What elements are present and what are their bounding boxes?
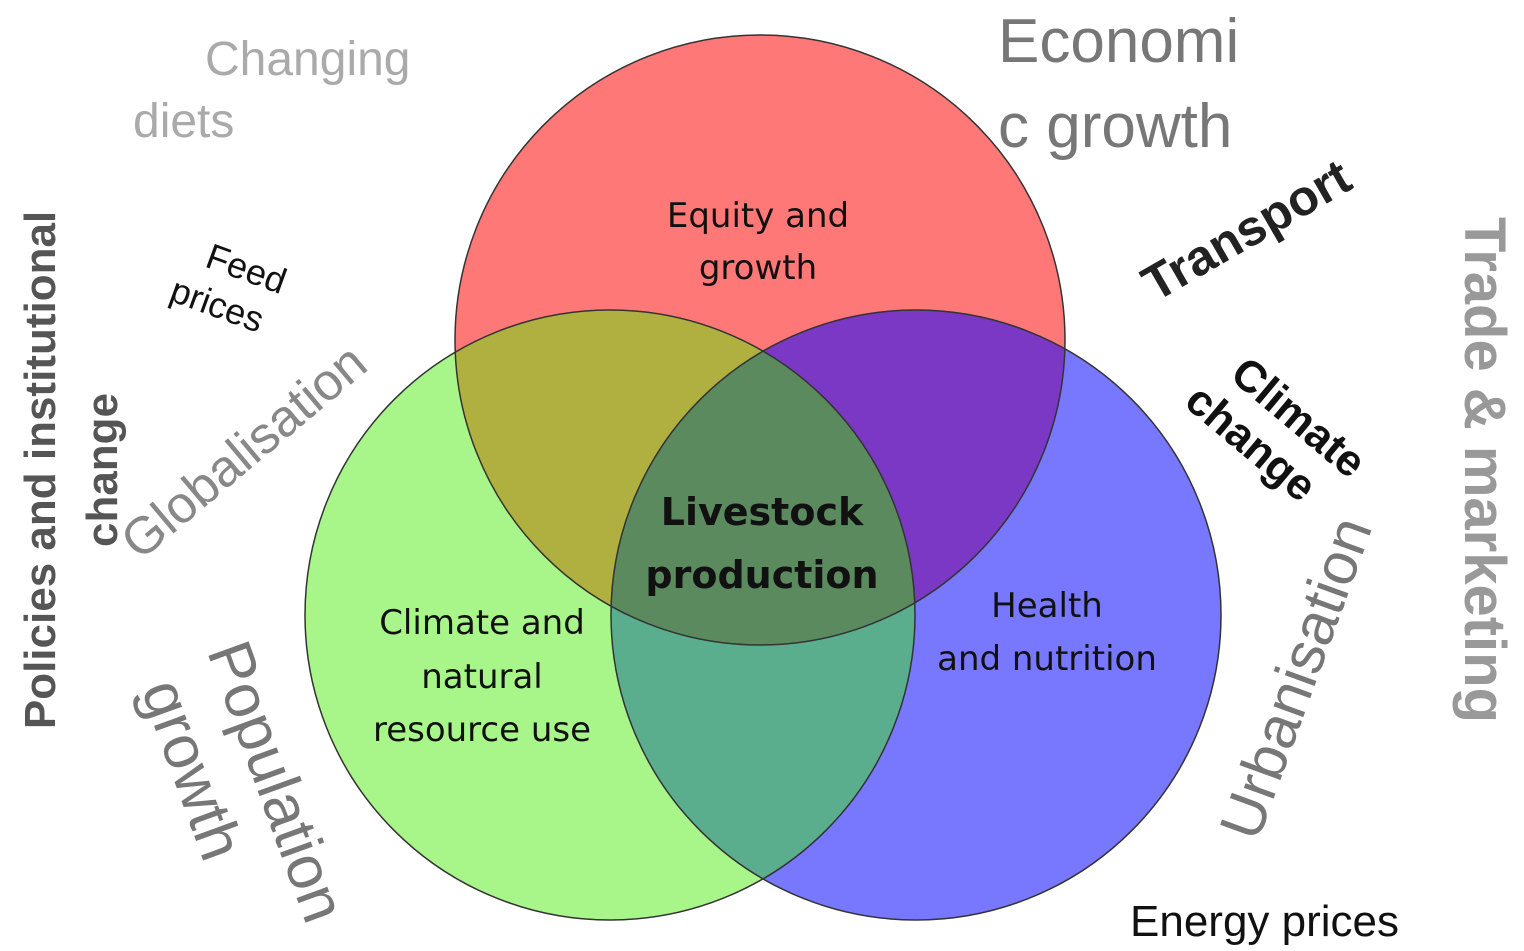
circles bbox=[304, 34, 1222, 921]
line: Livestock bbox=[661, 490, 864, 534]
line: resource use bbox=[373, 710, 591, 750]
line: Policies and institutional bbox=[16, 211, 65, 729]
overlap-center bbox=[611, 310, 915, 645]
driver: Policies and institutional change bbox=[16, 211, 127, 729]
circle-label: Climate and natural resource use bbox=[373, 603, 591, 750]
line: Trade & marketing bbox=[1452, 217, 1517, 723]
driver: Energy prices bbox=[1130, 897, 1399, 946]
line: change bbox=[78, 393, 127, 547]
outline bbox=[304, 309, 916, 921]
line: Urbanisation bbox=[1207, 508, 1385, 847]
driver: Changing diets bbox=[133, 33, 411, 148]
circle-labels: Equity and growth Climate and natural resou… bbox=[373, 196, 1157, 750]
driver: Transport bbox=[1133, 148, 1361, 312]
line: c growth bbox=[998, 92, 1232, 161]
circle-label: Equity and growth bbox=[667, 196, 849, 288]
outline bbox=[610, 309, 1222, 921]
line: Equity and bbox=[667, 196, 849, 236]
line: production bbox=[645, 553, 878, 597]
line: Health bbox=[991, 586, 1103, 626]
line: growth bbox=[699, 248, 817, 288]
driver: Climatechange bbox=[1176, 337, 1375, 526]
outline bbox=[454, 34, 1066, 646]
line: natural bbox=[421, 657, 543, 697]
line: Energy prices bbox=[1130, 897, 1399, 946]
line: Transport bbox=[1133, 148, 1361, 312]
driver: Feedprices bbox=[165, 228, 292, 343]
line: Economi bbox=[998, 7, 1239, 76]
driver: Trade & marketing bbox=[1452, 217, 1517, 723]
circle-label: Health and nutrition bbox=[937, 586, 1157, 679]
driver: Economi c growth bbox=[998, 7, 1239, 161]
line: and nutrition bbox=[937, 639, 1157, 679]
line: Changing bbox=[205, 33, 411, 86]
line: Climate and bbox=[379, 603, 585, 643]
line: diets bbox=[133, 95, 234, 148]
driver: Urbanisation bbox=[1207, 508, 1385, 847]
center-label: Livestock production bbox=[645, 490, 878, 597]
